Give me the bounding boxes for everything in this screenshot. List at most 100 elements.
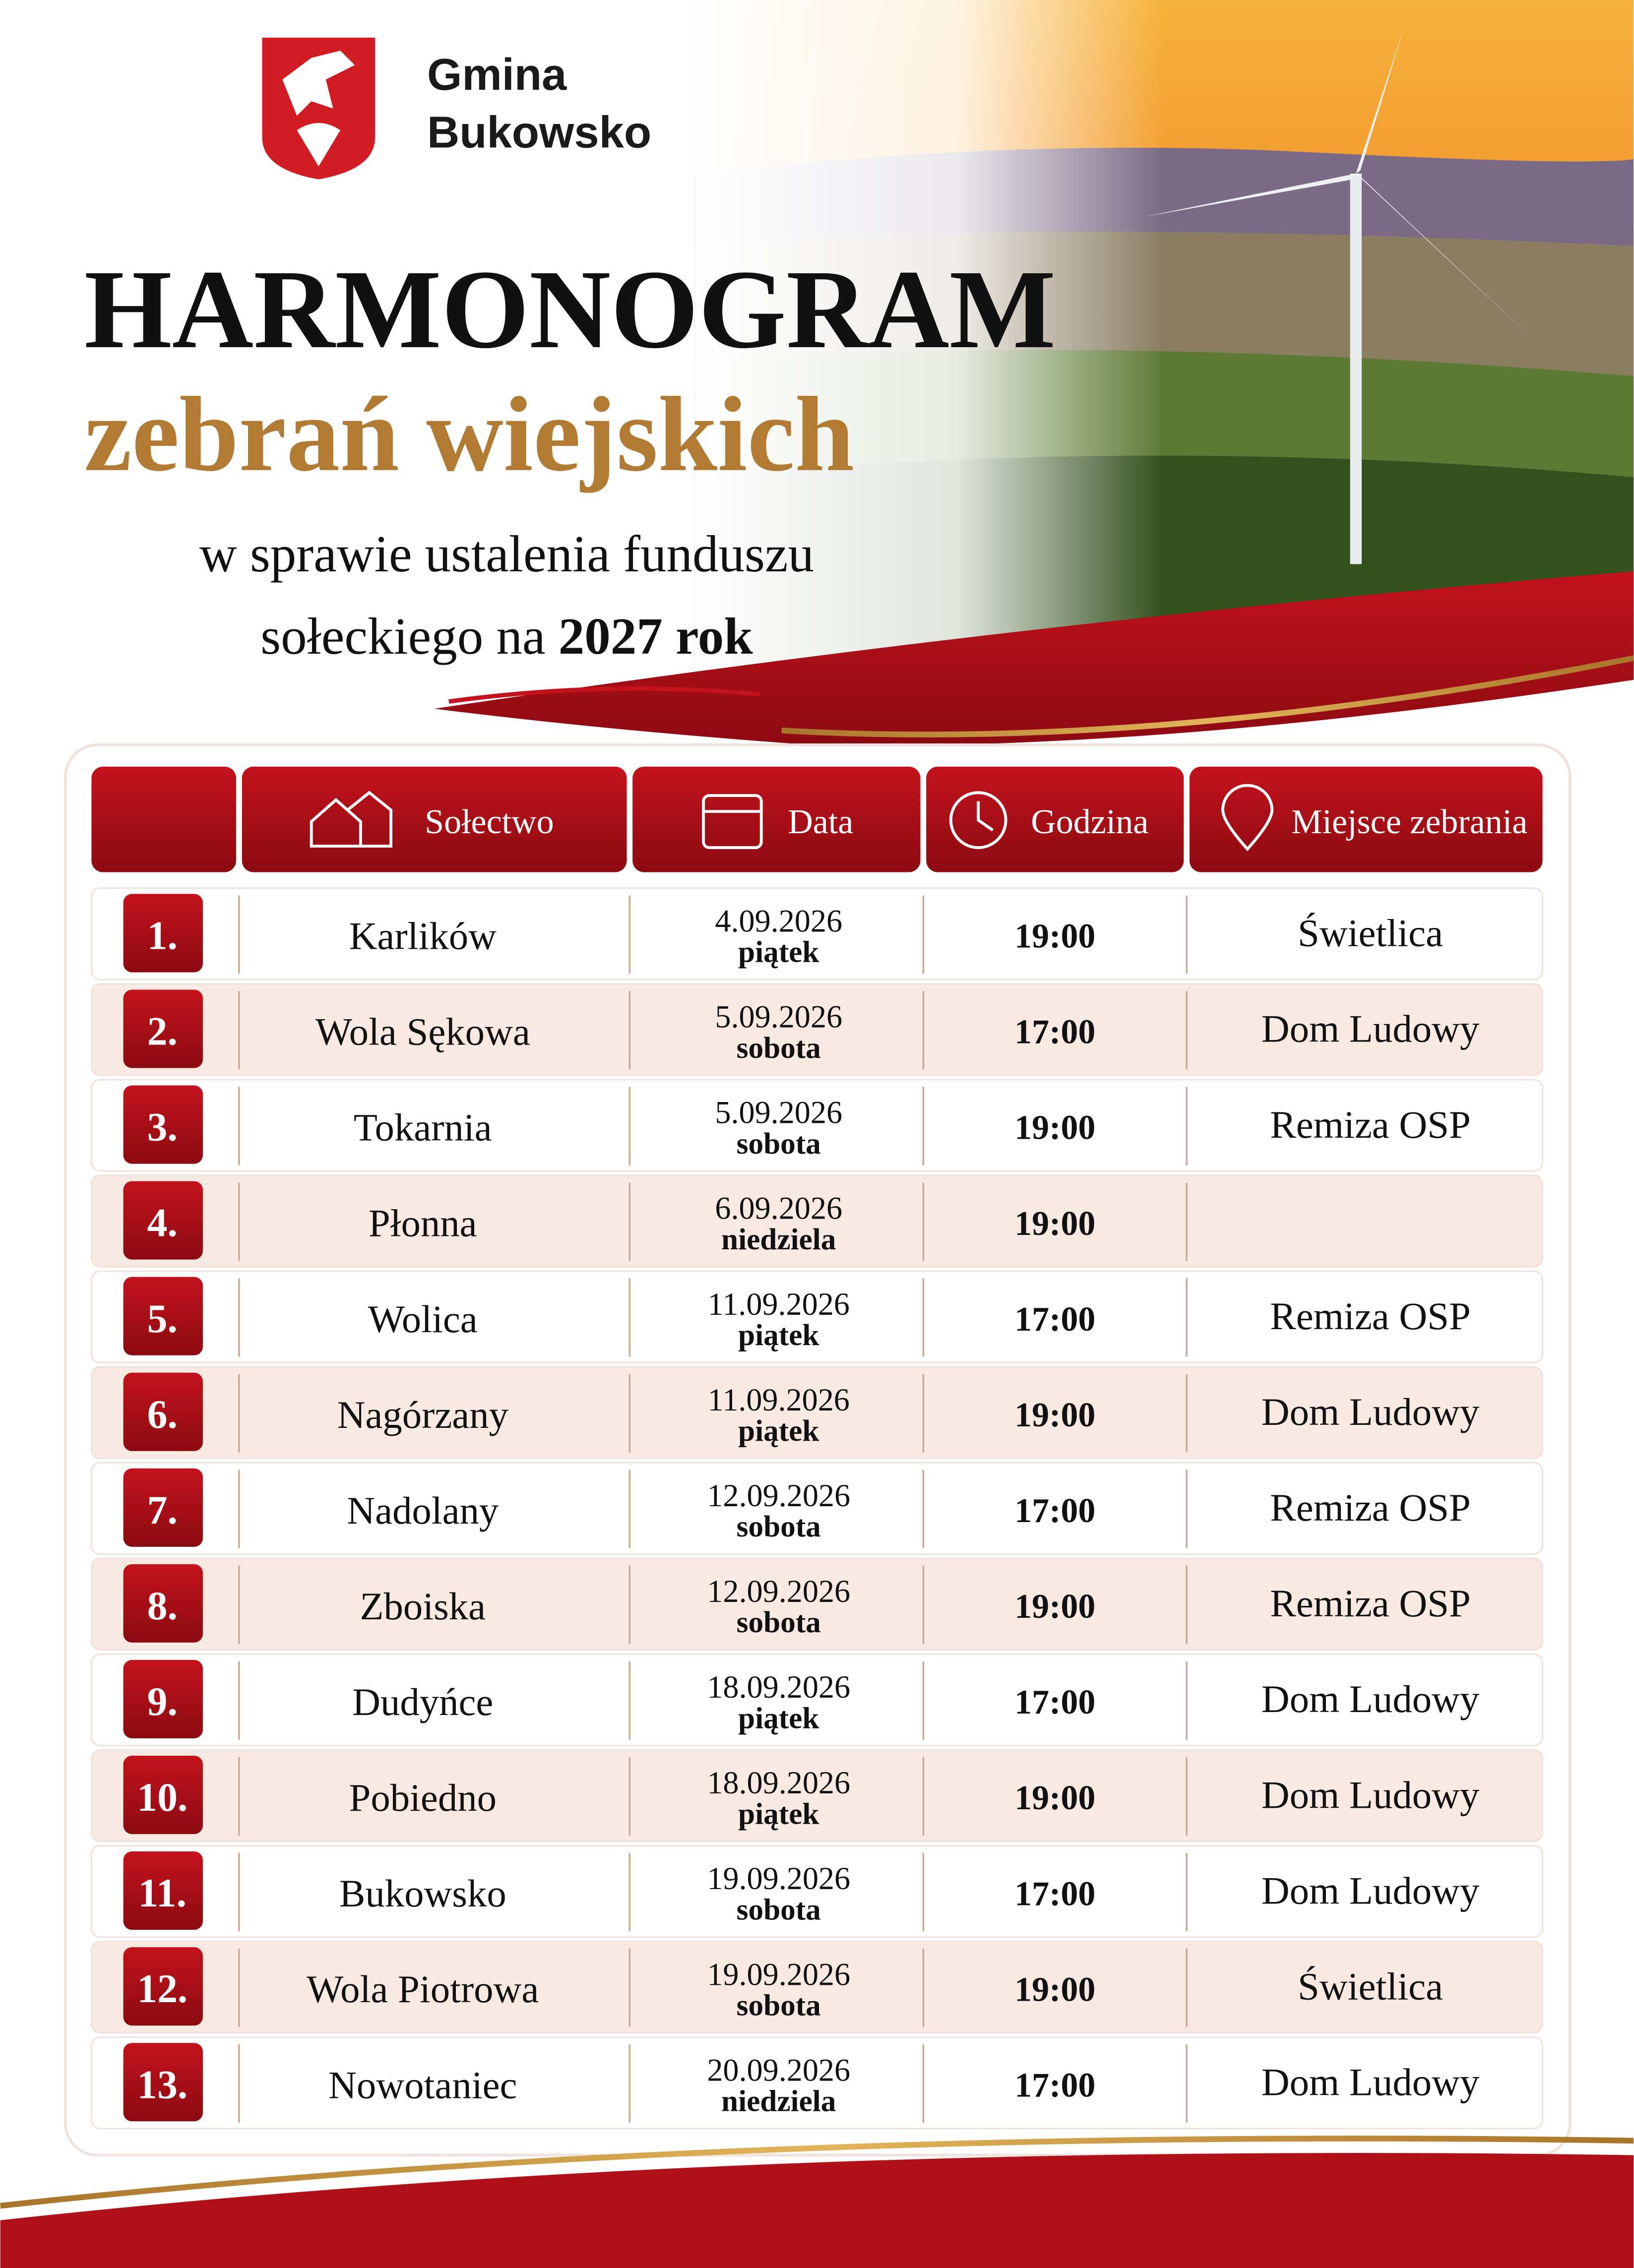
gold-swoosh: [781, 655, 1634, 737]
weekday: piątek: [738, 935, 819, 969]
village: Płonna: [369, 1202, 477, 1245]
description-text: sołeckiego na: [260, 607, 545, 665]
weekday: piątek: [738, 1701, 819, 1735]
row-number: 10.: [137, 1775, 188, 1820]
number-badge: [123, 2043, 203, 2122]
row-bg: [90, 1366, 1544, 1459]
number-badge: [123, 1851, 203, 1930]
time: 19:00: [1014, 1396, 1095, 1434]
weekday: niedziela: [721, 1223, 836, 1256]
date: 19.09.2026: [707, 1957, 850, 1992]
row-number: 8.: [147, 1583, 178, 1628]
time: 17:00: [1014, 1683, 1095, 1721]
village: Wolica: [368, 1298, 478, 1341]
description: w sprawie ustalenia funduszu: [199, 525, 814, 583]
place: Świetlica: [1298, 912, 1443, 955]
place: Dom Ludowy: [1261, 1774, 1480, 1817]
row-number: 11.: [138, 1870, 187, 1915]
date: 12.09.2026: [707, 1574, 850, 1609]
time: 19:00: [1014, 918, 1095, 956]
number-badge: [123, 1085, 203, 1164]
column-header: Sołectwo: [425, 803, 554, 841]
number-badge: [123, 1468, 203, 1547]
weekday: sobota: [737, 1127, 821, 1161]
header-cell: [1189, 766, 1543, 872]
row-number: 3.: [147, 1104, 178, 1150]
place: Remiza OSP: [1270, 1582, 1471, 1625]
date: 11.09.2026: [708, 1287, 850, 1322]
number-badge: [123, 1181, 203, 1260]
row-bg: [90, 1653, 1544, 1747]
row-bg: [90, 1941, 1544, 2034]
date: 11.09.2026: [708, 1382, 850, 1417]
row-number: 12.: [137, 1966, 188, 2011]
village: Karlików: [349, 915, 497, 958]
row-bg: [90, 1079, 1544, 1172]
icon-clock: [949, 791, 1007, 849]
village: Nadolany: [347, 1489, 499, 1532]
bottom-swoosh: [0, 2153, 1634, 2268]
header-cell: [91, 766, 237, 872]
weekday: niedziela: [721, 2084, 836, 2118]
row-number: 4.: [147, 1200, 178, 1245]
title: HARMONOGRAM: [84, 247, 1056, 372]
year-suffix: rok: [676, 607, 753, 665]
logo-text: Gmina: [427, 50, 567, 100]
weekday: piątek: [738, 1414, 819, 1448]
weekday: sobota: [737, 1893, 821, 1926]
village: Dudyńce: [352, 1681, 493, 1724]
number-badge: [123, 1564, 203, 1643]
icon-clock: [977, 801, 994, 832]
table: Sołectwo Data Godzina Miejsce zebrania 1. Kar…: [90, 766, 1544, 2130]
time: 17:00: [1014, 1300, 1095, 1339]
village: Pobiedno: [349, 1777, 497, 1820]
row-bg: [90, 1844, 1544, 1938]
place: Remiza OSP: [1270, 1103, 1471, 1147]
logo-lily: [297, 123, 341, 167]
date: 4.09.2026: [715, 903, 842, 938]
place: Remiza OSP: [1270, 1295, 1471, 1338]
header-cell: [632, 766, 921, 872]
column-header: Miejsce zebrania: [1291, 803, 1527, 841]
row-bg: [90, 1557, 1544, 1651]
icon-house: [310, 791, 393, 848]
logo-deer: [282, 51, 355, 116]
date: 6.09.2026: [715, 1191, 842, 1226]
time: 19:00: [1014, 1588, 1095, 1626]
icon-pin: [1221, 784, 1274, 852]
row-bg: [90, 1749, 1544, 1842]
place: Świetlica: [1298, 1965, 1443, 2008]
subtitle: zebrań wiejskich: [84, 375, 854, 493]
date: 18.09.2026: [707, 1765, 850, 1800]
village: Nowotaniec: [328, 2064, 517, 2107]
column-header: Godzina: [1031, 803, 1148, 841]
row-bg: [90, 1174, 1544, 1268]
place: Dom Ludowy: [1261, 1008, 1480, 1051]
time: 19:00: [1014, 1205, 1095, 1243]
number-badge: [123, 1947, 203, 2026]
weekday: piątek: [738, 1797, 819, 1831]
row-number: 2.: [147, 1009, 178, 1054]
row-number: 13.: [137, 2062, 188, 2107]
column-header: Data: [788, 803, 853, 841]
place: Dom Ludowy: [1261, 1678, 1480, 1721]
time: 19:00: [1014, 1779, 1095, 1817]
time: 19:00: [1014, 1109, 1095, 1147]
number-badge: [123, 1659, 203, 1738]
row-bg: [90, 1462, 1544, 1555]
row-bg: [90, 887, 1544, 981]
weekday: sobota: [737, 1605, 821, 1639]
village: Bukowsko: [339, 1872, 506, 1915]
top-swoosh: [434, 571, 1634, 746]
bottom-gold: [0, 2136, 1634, 2209]
weekday: sobota: [737, 1988, 821, 2022]
row-bg: [90, 1270, 1544, 1363]
number-badge: [123, 989, 203, 1068]
row-bg: [90, 983, 1544, 1076]
village: Zboiska: [360, 1585, 486, 1628]
number-badge: [123, 1755, 203, 1835]
row-number: 9.: [147, 1679, 178, 1724]
place: Dom Ludowy: [1261, 2061, 1480, 2104]
place: Dom Ludowy: [1261, 1869, 1480, 1912]
